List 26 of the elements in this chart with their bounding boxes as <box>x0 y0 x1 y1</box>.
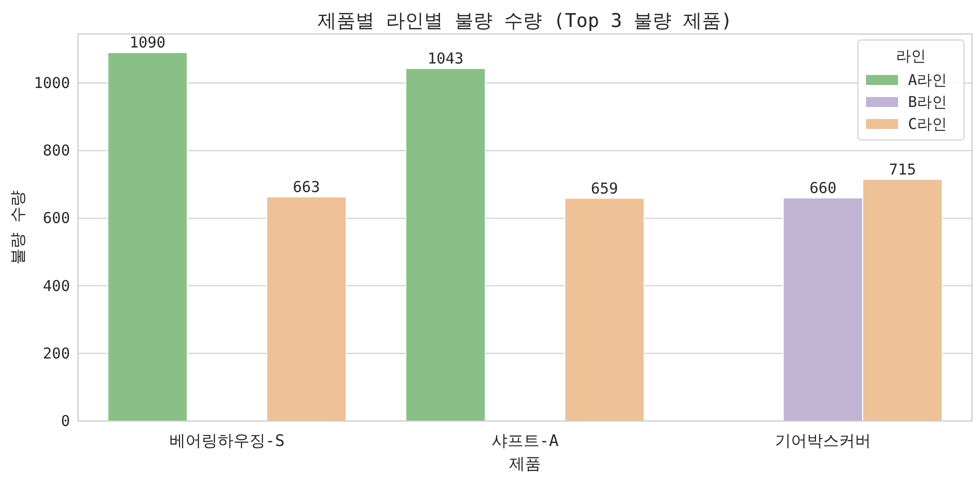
bar <box>107 52 188 422</box>
y-tick-label: 400 <box>42 276 70 295</box>
legend-label: C라인 <box>908 115 948 133</box>
data-label: 660 <box>809 178 837 197</box>
chart-title: 제품별 라인별 불량 수량 (Top 3 불량 제품) <box>318 10 732 32</box>
data-label: 1043 <box>427 49 464 68</box>
y-tick-label: 0 <box>60 412 70 430</box>
y-tick-label: 600 <box>42 209 70 228</box>
data-label: 659 <box>590 179 618 198</box>
y-tick-label: 1000 <box>34 74 70 92</box>
bar <box>266 196 347 422</box>
y-tick-label: 800 <box>42 142 70 160</box>
data-label: 715 <box>888 160 916 178</box>
x-tick-label: 기어박스커버 <box>775 431 871 450</box>
y-axis-title: 불량 수량 <box>8 190 27 264</box>
x-tick-label: 샤프트-A <box>491 431 559 450</box>
x-axis-title: 제품 <box>509 454 541 473</box>
legend-label: A라인 <box>908 71 948 89</box>
y-tick-label: 200 <box>42 344 70 362</box>
bar <box>564 198 645 422</box>
x-tick-label: 베어링하우징-S <box>169 431 285 450</box>
legend-label: B라인 <box>908 93 948 111</box>
bar <box>405 68 486 422</box>
legend-title: 라인 <box>896 47 926 65</box>
data-label: 1090 <box>129 34 166 52</box>
data-label: 663 <box>292 178 320 196</box>
